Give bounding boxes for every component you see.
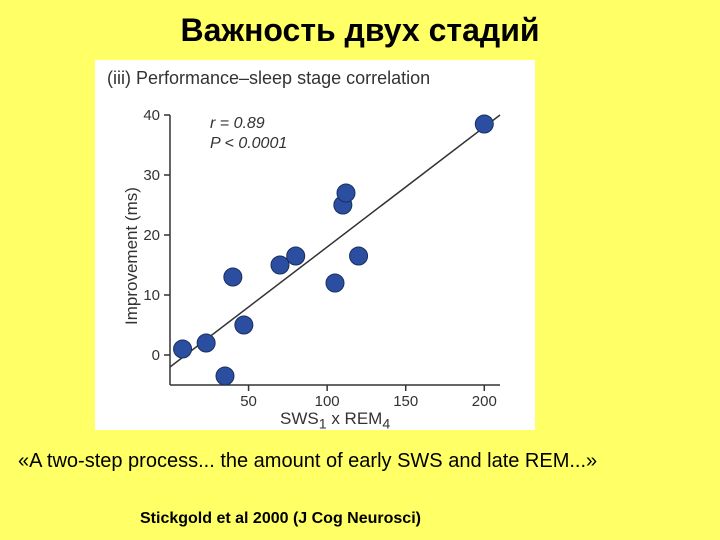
citation-text: Stickgold et al 2000 (J Cog Neurosci) — [140, 510, 421, 528]
scatter-plot — [95, 60, 535, 430]
xtick-label: 200 — [464, 393, 504, 410]
ytick-label: 0 — [130, 347, 160, 364]
chart-panel: (iii) Performance–sleep stage correlatio… — [95, 60, 535, 430]
caption-text: «A two-step process... the amount of ear… — [18, 450, 658, 473]
ytick-label: 10 — [130, 287, 160, 304]
ytick-label: 20 — [130, 227, 160, 244]
xtick-label: 150 — [386, 393, 426, 410]
xtick-label: 50 — [229, 393, 269, 410]
ytick-label: 30 — [130, 167, 160, 184]
slide: Важность двух стадий (iii) Performance–s… — [0, 0, 720, 540]
xtick-label: 100 — [307, 393, 347, 410]
ytick-label: 40 — [130, 107, 160, 124]
slide-title: Важность двух стадий — [0, 12, 720, 49]
